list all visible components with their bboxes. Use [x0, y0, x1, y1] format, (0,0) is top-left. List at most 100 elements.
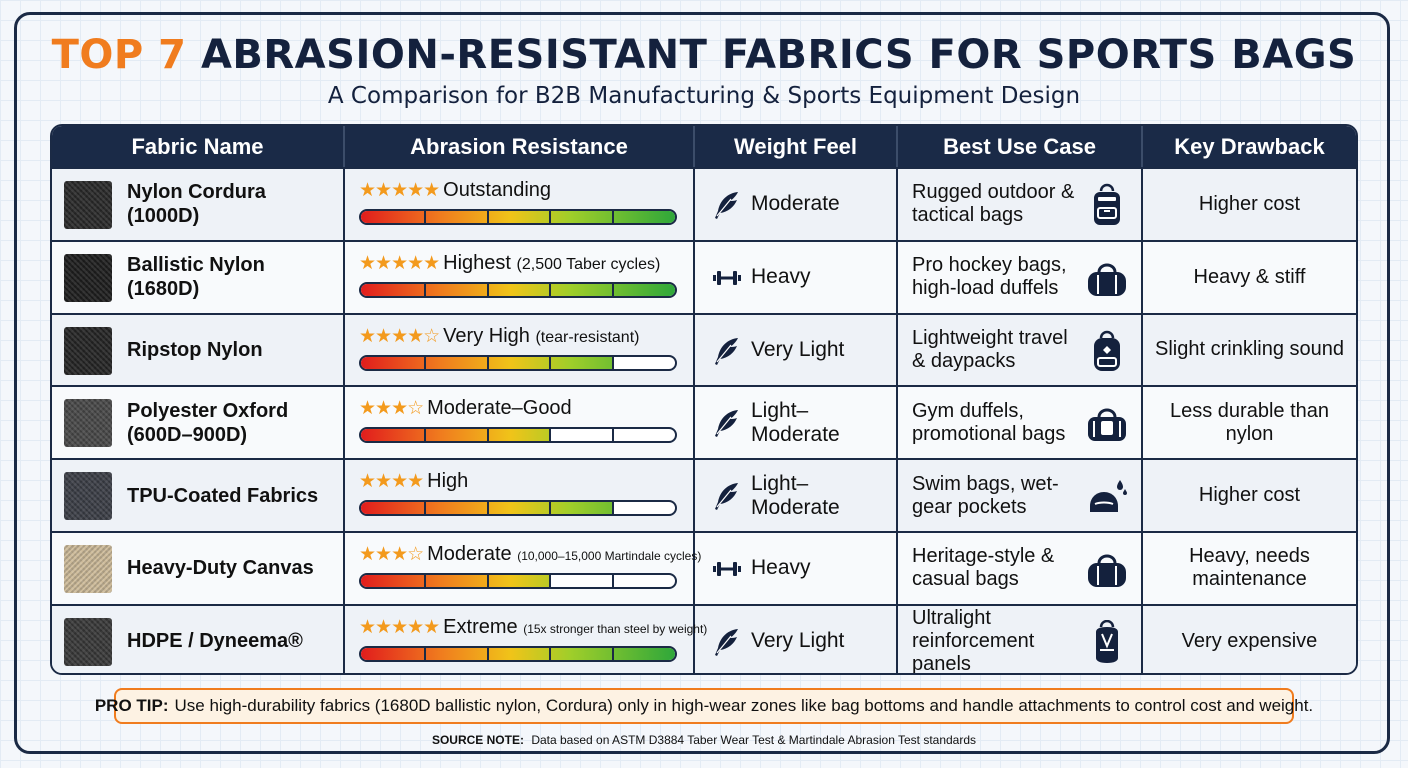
bar-segment-divider	[486, 356, 489, 369]
rating-label: Extreme	[443, 615, 518, 638]
daypack-icon	[1084, 329, 1130, 375]
fabric-name-cell: Heavy-Duty Canvas	[52, 532, 345, 604]
abrasion-bar	[359, 572, 677, 589]
bar-segment-divider	[486, 647, 489, 660]
comparison-table: Fabric Name Abrasion Resistance Weight F…	[50, 124, 1358, 675]
fabric-name-cell: Polyester Oxford (600D–900D)	[52, 387, 345, 459]
use-case-text: Rugged outdoor & tactical bags	[912, 181, 1075, 227]
weight-feel: Moderate	[751, 192, 840, 216]
abrasion-bar-fill	[361, 211, 675, 223]
weight-feel: Very Light	[751, 337, 845, 361]
drawback-cell: Higher cost	[1143, 460, 1356, 531]
bar-segment-divider	[612, 211, 615, 223]
gym-bag-icon	[1084, 401, 1130, 447]
bar-segment-divider	[549, 356, 552, 369]
use-case-text: Pro hockey bags, high-load duffels	[912, 254, 1067, 300]
pro-tip-text: Use high-durability fabrics (1680D balli…	[174, 696, 1314, 715]
rating-label: Outstanding	[443, 179, 552, 201]
drawback-cell: Very expensive	[1143, 606, 1356, 673]
use-case-text: Lightweight travel & daypacks	[912, 326, 1068, 372]
bar-segment-divider	[486, 211, 489, 223]
fabric-swatch	[64, 399, 112, 448]
weight-feel: Heavy	[751, 556, 811, 580]
key-drawback: Slight crinkling sound	[1155, 338, 1344, 361]
header-abrasion-resistance: Abrasion Resistance	[345, 126, 695, 167]
star-rating: ★★★★★	[359, 252, 440, 274]
star-rating: ★★★☆	[359, 543, 424, 565]
bar-segment-divider	[423, 429, 426, 442]
rating-label: Moderate–Good	[427, 397, 572, 420]
abrasion-rating: ★★★★★ Outstanding	[359, 179, 551, 202]
use-case-cell: Lightweight travel & daypacks	[898, 314, 1143, 386]
bar-segment-divider	[423, 574, 426, 587]
title-text: ABRASION-RESISTANT FABRICS FOR SPORTS BA…	[200, 32, 1357, 78]
page-title: TOP 7 ABRASION-RESISTANT FABRICS FOR SPO…	[0, 32, 1408, 78]
abrasion-rating: ★★★☆ Moderate (10,000–15,000 Martindale c…	[359, 543, 701, 566]
star-rating: ★★★★	[359, 471, 424, 493]
feather-icon	[711, 335, 743, 367]
feather-icon	[711, 407, 743, 439]
bar-segment-divider	[423, 211, 426, 223]
rating-label: Highest	[443, 251, 511, 274]
use-case-text: Gym duffels, promotional bags	[912, 399, 1066, 445]
star-rating: ★★★☆	[359, 398, 424, 420]
rating-note: (15x stronger than steel by weight)	[523, 621, 708, 636]
weight-feel: Light–Moderate	[751, 471, 840, 519]
star-rating: ★★★★★	[359, 180, 440, 201]
fabric-name: Ballistic Nylon (1680D)	[127, 254, 265, 301]
weight-cell: Very Light	[695, 314, 898, 386]
feather-icon	[711, 626, 743, 658]
rating-note: (10,000–15,000 Martindale cycles)	[517, 548, 702, 563]
bar-segment-divider	[423, 283, 426, 296]
pro-tip-label: PRO TIP:	[94, 696, 169, 715]
weight-cell: Heavy	[695, 532, 898, 604]
use-case-cell: Heritage-style & casual bags	[898, 532, 1143, 604]
weight-cell: Very Light	[695, 605, 898, 673]
key-drawback: Very expensive	[1181, 629, 1318, 652]
fabric-name: Polyester Oxford (600D–900D)	[127, 399, 289, 446]
bar-segment-divider	[549, 211, 552, 223]
bar-segment-divider	[549, 574, 552, 587]
table-row: HDPE / Dyneema® ★★★★★ Extreme (15x stronge…	[52, 603, 1356, 673]
page-frame	[14, 12, 1390, 754]
duffel-bag-icon	[1084, 256, 1130, 302]
abrasion-bar-fill	[361, 429, 550, 442]
rating-note: (2,500 Taber cycles)	[516, 255, 661, 273]
star-rating: ★★★★☆	[359, 325, 440, 347]
abrasion-bar	[359, 354, 677, 371]
abrasion-bar	[359, 427, 677, 444]
bar-segment-divider	[486, 502, 489, 515]
bar-segment-divider	[612, 429, 615, 442]
use-case-cell: Ultralight reinforcement panels	[898, 605, 1143, 673]
duffel-bag-icon	[1084, 547, 1130, 593]
table-header: Fabric Name Abrasion Resistance Weight F…	[52, 126, 1356, 167]
page-subtitle: A Comparison for B2B Manufacturing & Spo…	[327, 83, 1081, 109]
table-row: Ballistic Nylon (1680D) ★★★★★ Highest (2,5…	[52, 239, 1356, 313]
header-key-drawback: Key Drawback	[1174, 134, 1325, 159]
feather-icon	[711, 480, 743, 512]
fabric-name-cell: TPU-Coated Fabrics	[52, 460, 345, 531]
backpack-icon	[1084, 183, 1130, 229]
source-note: SOURCE NOTE: Data based on ASTM D3884 Ta…	[0, 733, 1408, 747]
abrasion-rating: ★★★★★ Extreme (15x stronger than steel by…	[359, 616, 707, 639]
weight-cell: Light–Moderate	[695, 460, 898, 531]
wet-bag-icon	[1084, 474, 1130, 520]
use-case-cell: Gym duffels, promotional bags	[898, 387, 1143, 459]
bar-segment-divider	[612, 283, 615, 296]
use-case-cell: Rugged outdoor & tactical bags	[898, 169, 1143, 240]
table-row: Heavy-Duty Canvas ★★★☆ Moderate (10,000–15…	[52, 530, 1356, 604]
abrasion-bar-fill	[361, 647, 675, 660]
fabric-name-cell: HDPE / Dyneema®	[52, 605, 345, 673]
drawback-cell: Heavy & stiff	[1143, 242, 1356, 313]
drawback-cell: Higher cost	[1143, 169, 1356, 240]
title-accent: TOP 7	[51, 32, 187, 78]
rating-label: Very High	[443, 324, 530, 347]
fabric-name-cell: Ripstop Nylon	[52, 314, 345, 386]
drawback-cell: Slight crinkling sound	[1143, 315, 1356, 386]
rating-label: Moderate	[427, 542, 512, 565]
abrasion-cell: ★★★★☆ Very High (tear-resistant)	[345, 314, 695, 386]
fabric-name: HDPE / Dyneema®	[127, 630, 303, 653]
table-body: Nylon Cordura (1000D) ★★★★★ Outstanding Mo…	[52, 167, 1356, 673]
header-weight-feel: Weight Feel	[695, 126, 898, 167]
abrasion-cell: ★★★★★ Highest (2,500 Taber cycles)	[345, 241, 695, 313]
